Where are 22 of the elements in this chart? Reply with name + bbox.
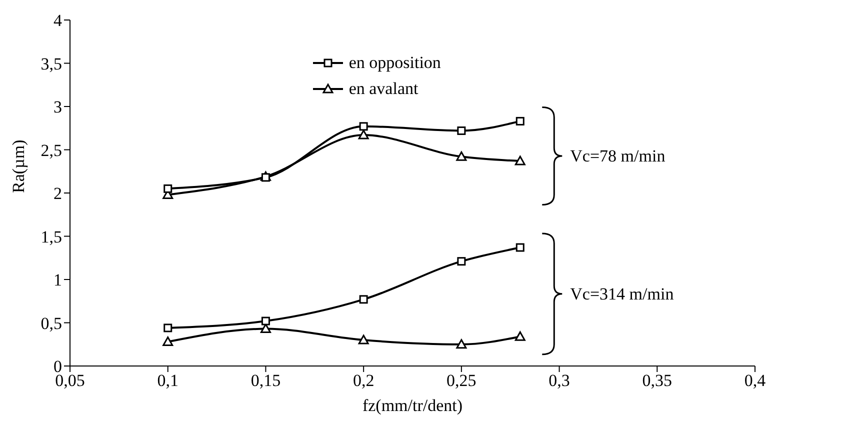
annotation: Vc=78 m/min <box>570 146 666 166</box>
x-tick-label: 0,2 <box>352 371 374 390</box>
x-tick-label: 0,05 <box>55 371 85 390</box>
y-axis-title: Ra(µm) <box>9 140 28 193</box>
x-tick-label: 0,3 <box>548 371 570 390</box>
y-tick-label: 2,5 <box>40 140 62 160</box>
y-tick-label: 0,5 <box>40 314 62 333</box>
x-tick-label: 0,25 <box>446 371 476 390</box>
x-axis-title: fz(mm/tr/dent) <box>362 396 463 415</box>
x-tick-label: 0,15 <box>250 371 281 390</box>
legend-label: en avalant <box>348 78 418 100</box>
y-tick-label: 3 <box>54 98 62 117</box>
y-tick-label: 2 <box>54 184 62 204</box>
y-tick-label: 4 <box>54 11 62 30</box>
x-tick-label: 0,4 <box>744 371 766 390</box>
x-tick-label: 0,35 <box>642 371 672 390</box>
annotation: Vc=314 m/min <box>570 284 674 304</box>
y-tick-label: 1,5 <box>40 227 62 246</box>
y-tick-label: 3,5 <box>40 54 62 74</box>
y-tick-label: 1 <box>54 270 62 290</box>
legend-label: en opposition <box>348 52 441 74</box>
x-tick-label: 0,1 <box>157 371 178 390</box>
